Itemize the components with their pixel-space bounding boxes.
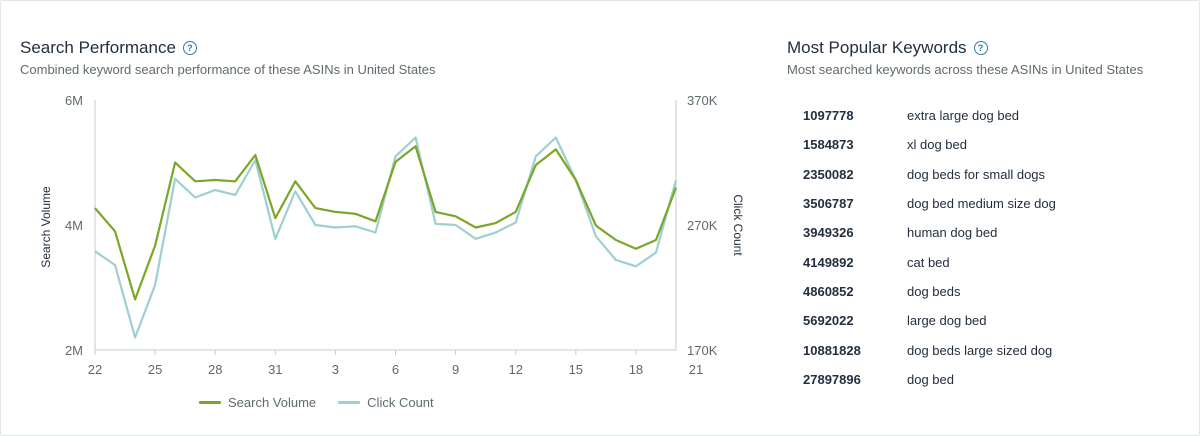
keyword-id: 1097778 [803, 108, 854, 124]
question-circle-icon[interactable]: ? [973, 41, 988, 55]
x-tick-label: 15 [569, 362, 583, 377]
y-right-tick-label: 270K [687, 218, 718, 233]
y-left-tick-label: 6M [65, 93, 83, 108]
keyword-row: 1097778 extra large dog bed [803, 101, 1183, 130]
keyword-row: 27897896 dog bed [803, 365, 1183, 394]
x-tick-label: 28 [208, 362, 222, 377]
keyword-list: 1097778 extra large dog bed 1584873 xl dog … [803, 101, 1183, 394]
legend-label-search-volume: Search Volume [228, 395, 317, 410]
keyword-row: 5692022 large dog bed [803, 306, 1183, 335]
y-left-axis-title: Search Volume [39, 186, 53, 268]
keyword-row: 2350082 dog beds for small dogs [803, 160, 1183, 189]
keyword-text: dog beds [907, 283, 961, 299]
x-tick-label: 6 [392, 362, 399, 377]
search-performance-chart: 22 25 28 31 3 6 9 12 15 18 21 6M 4M 2M 370K 270K 170K Sea… [39, 93, 745, 377]
popular-keywords-subtitle: Most searched keywords across these ASIN… [787, 62, 1144, 77]
keyword-text: cat bed [907, 254, 950, 270]
legend-label-click-count: Click Count [367, 395, 434, 410]
x-tick-label: 22 [88, 362, 102, 377]
keyword-text: dog bed medium size dog [907, 196, 1056, 212]
x-tick-label: 3 [332, 362, 339, 377]
chart-legend: Search Volume Click Count [199, 395, 434, 410]
keyword-id: 10881828 [803, 342, 861, 358]
chart-lines [94, 136, 678, 339]
search-performance-title: Search Performance ? [20, 38, 197, 58]
y-right-tick-label: 370K [687, 93, 718, 108]
keyword-row: 4860852 dog beds [803, 277, 1183, 306]
series-line-click-count [94, 136, 678, 339]
legend-swatch-search-volume [199, 401, 221, 404]
keyword-text: xl dog bed [907, 137, 967, 153]
x-tick-label: 25 [148, 362, 162, 377]
question-circle-icon[interactable]: ? [182, 41, 197, 55]
keyword-row: 3949326 human dog bed [803, 218, 1183, 247]
legend-item-search-volume[interactable]: Search Volume [199, 395, 316, 410]
keyword-text: dog bed [907, 371, 954, 387]
keyword-row: 1584873 xl dog bed [803, 130, 1183, 159]
keyword-id: 1584873 [803, 137, 854, 153]
keyword-id: 5692022 [803, 313, 854, 329]
x-tick-label: 21 [689, 362, 703, 377]
keyword-id: 27897896 [803, 371, 861, 387]
keyword-text: large dog bed [907, 313, 987, 329]
keyword-id: 3506787 [803, 196, 854, 212]
x-tick-label: 31 [268, 362, 282, 377]
search-performance-title-text: Search Performance [20, 38, 176, 57]
search-performance-subtitle: Combined keyword search performance of t… [20, 62, 436, 77]
keyword-row: 4149892 cat bed [803, 247, 1183, 276]
y-left-tick-label: 2M [65, 343, 83, 358]
chart-labels: 22 25 28 31 3 6 9 12 15 18 21 6M 4M 2M 370K 270K 170K Sea… [39, 93, 745, 377]
keyword-id: 4860852 [803, 283, 854, 299]
y-right-tick-label: 170K [687, 343, 718, 358]
series-line-search-volume [94, 145, 678, 301]
keyword-id: 3949326 [803, 225, 854, 241]
keyword-row: 10881828 dog beds large sized dog [803, 335, 1183, 364]
keyword-id: 2350082 [803, 166, 854, 182]
keyword-row: 3506787 dog bed medium size dog [803, 189, 1183, 218]
popular-keywords-title-text: Most Popular Keywords [787, 38, 967, 57]
keyword-id: 4149892 [803, 254, 854, 270]
x-tick-label: 12 [508, 362, 522, 377]
x-tick-label: 9 [452, 362, 459, 377]
chart-axes [94, 100, 697, 355]
legend-swatch-click-count [338, 401, 361, 404]
keyword-text: dog beds for small dogs [907, 166, 1046, 182]
keyword-text: extra large dog bed [907, 108, 1020, 124]
legend-item-click-count[interactable]: Click Count [338, 395, 434, 410]
popular-keywords-title: Most Popular Keywords ? [787, 38, 988, 58]
x-tick-label: 18 [629, 362, 643, 377]
y-left-tick-label: 4M [65, 218, 83, 233]
y-right-axis-title: Click Count [731, 194, 745, 256]
keyword-text: dog beds large sized dog [907, 342, 1053, 358]
keyword-text: human dog bed [907, 225, 998, 241]
